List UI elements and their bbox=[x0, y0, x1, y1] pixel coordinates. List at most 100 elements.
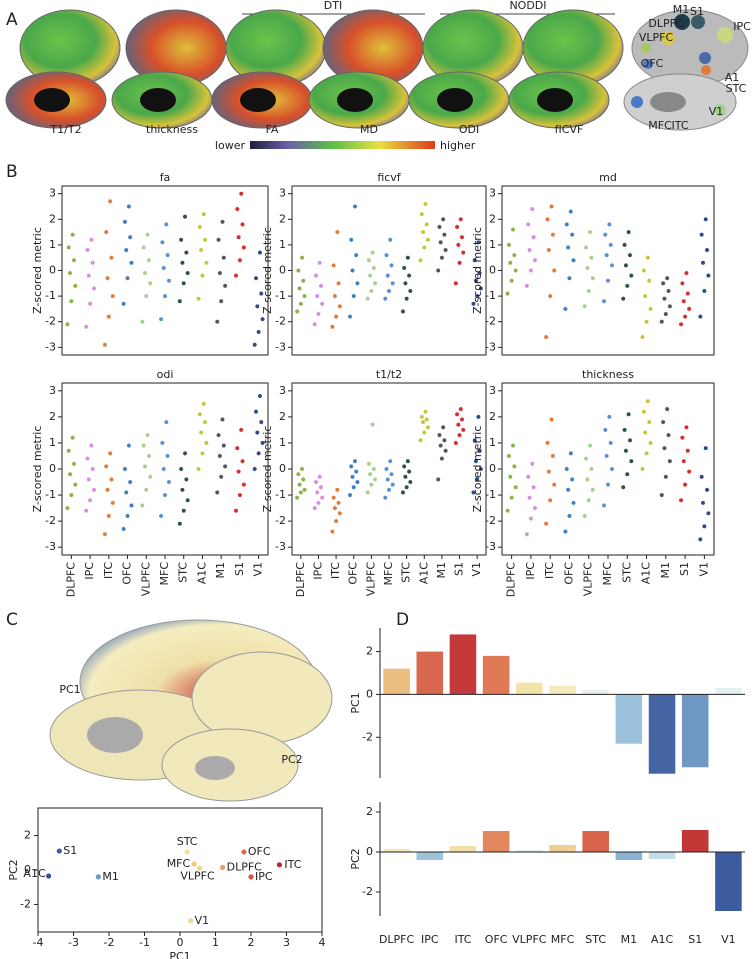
dot bbox=[298, 490, 304, 495]
dot bbox=[606, 414, 612, 420]
dot bbox=[216, 237, 221, 243]
dot bbox=[159, 440, 165, 446]
x-tick-label: S1 bbox=[453, 562, 466, 576]
dot bbox=[642, 293, 648, 299]
dot bbox=[604, 453, 610, 459]
dot bbox=[439, 456, 445, 461]
point bbox=[46, 873, 52, 879]
y-tick-label: 0 bbox=[489, 264, 496, 277]
dot bbox=[404, 296, 410, 302]
y-tick-label: 3 bbox=[489, 384, 496, 397]
dot bbox=[185, 270, 191, 276]
dot bbox=[406, 273, 412, 279]
dot bbox=[106, 314, 112, 319]
x-tick-label: DLPFC bbox=[505, 562, 518, 598]
x-tick-label: ITC bbox=[102, 562, 115, 579]
dot bbox=[529, 461, 535, 467]
dot bbox=[608, 440, 614, 446]
dot bbox=[425, 424, 431, 430]
dot bbox=[421, 245, 427, 250]
dot bbox=[105, 275, 110, 281]
region-label: V1 bbox=[709, 105, 724, 118]
y-tick-label: 2 bbox=[489, 212, 496, 225]
dot bbox=[109, 255, 114, 261]
bar bbox=[482, 831, 510, 852]
dot bbox=[699, 232, 705, 238]
dot bbox=[72, 283, 78, 289]
y-axis-label: PC1 bbox=[349, 692, 362, 713]
dot bbox=[313, 273, 319, 279]
dot bbox=[180, 260, 185, 266]
dot bbox=[258, 419, 264, 425]
dot bbox=[564, 222, 570, 227]
dot bbox=[197, 411, 203, 417]
dot bbox=[382, 495, 388, 501]
dot bbox=[435, 477, 441, 482]
dot bbox=[543, 334, 549, 340]
dot bbox=[407, 479, 413, 485]
dot bbox=[299, 255, 305, 261]
x-axis-label: PC1 bbox=[169, 950, 190, 959]
dot bbox=[178, 466, 184, 472]
dot bbox=[666, 432, 671, 438]
dot bbox=[158, 513, 164, 519]
dot bbox=[129, 260, 134, 266]
dot bbox=[365, 296, 371, 302]
point bbox=[196, 865, 203, 871]
dot bbox=[85, 247, 90, 253]
dot bbox=[86, 273, 92, 279]
point-label: STC bbox=[177, 835, 198, 848]
dot bbox=[352, 458, 358, 464]
dot bbox=[252, 342, 258, 348]
dot bbox=[628, 273, 634, 279]
x-tick-label: M1 bbox=[621, 933, 638, 946]
dot bbox=[644, 319, 649, 325]
dot bbox=[644, 450, 649, 456]
x-tick-label: IPC bbox=[83, 562, 96, 580]
dot bbox=[222, 283, 228, 289]
dot bbox=[355, 479, 360, 485]
bar bbox=[549, 845, 576, 852]
dot bbox=[312, 505, 318, 511]
brain-label: PC1 bbox=[59, 683, 80, 696]
dot bbox=[390, 482, 396, 488]
dot bbox=[458, 216, 464, 222]
dot bbox=[697, 536, 703, 542]
dot bbox=[314, 490, 320, 495]
dot bbox=[565, 245, 571, 250]
point-label: DLPFC bbox=[227, 860, 263, 873]
y-tick-label: -3 bbox=[485, 540, 496, 553]
y-tick-label: -2 bbox=[485, 315, 496, 328]
dot bbox=[334, 487, 340, 493]
plot-title: md bbox=[599, 171, 617, 184]
x-tick-label: OFC bbox=[121, 562, 134, 585]
dot bbox=[699, 474, 705, 480]
dot bbox=[201, 211, 207, 217]
dot bbox=[545, 440, 550, 446]
dot bbox=[353, 469, 359, 475]
dot bbox=[628, 458, 634, 464]
dot bbox=[507, 260, 513, 266]
dot bbox=[141, 443, 147, 448]
dot bbox=[146, 453, 152, 459]
dot bbox=[686, 469, 692, 475]
map-label: thickness bbox=[146, 123, 198, 136]
dot bbox=[202, 237, 208, 243]
point bbox=[56, 848, 62, 854]
dot bbox=[604, 252, 610, 258]
x-tick-label: VLPFC bbox=[139, 562, 152, 597]
dot bbox=[667, 303, 673, 309]
dot bbox=[336, 280, 341, 286]
dot bbox=[549, 417, 554, 422]
x-tick-label: -1 bbox=[139, 936, 150, 949]
x-tick-label: OFC bbox=[485, 933, 508, 946]
dot bbox=[684, 270, 689, 276]
dot bbox=[678, 497, 684, 503]
dot bbox=[87, 301, 93, 307]
dot bbox=[622, 427, 627, 433]
point bbox=[248, 874, 254, 880]
dot bbox=[382, 296, 388, 302]
dot bbox=[302, 487, 307, 493]
dot bbox=[366, 461, 372, 467]
dot bbox=[87, 497, 93, 503]
